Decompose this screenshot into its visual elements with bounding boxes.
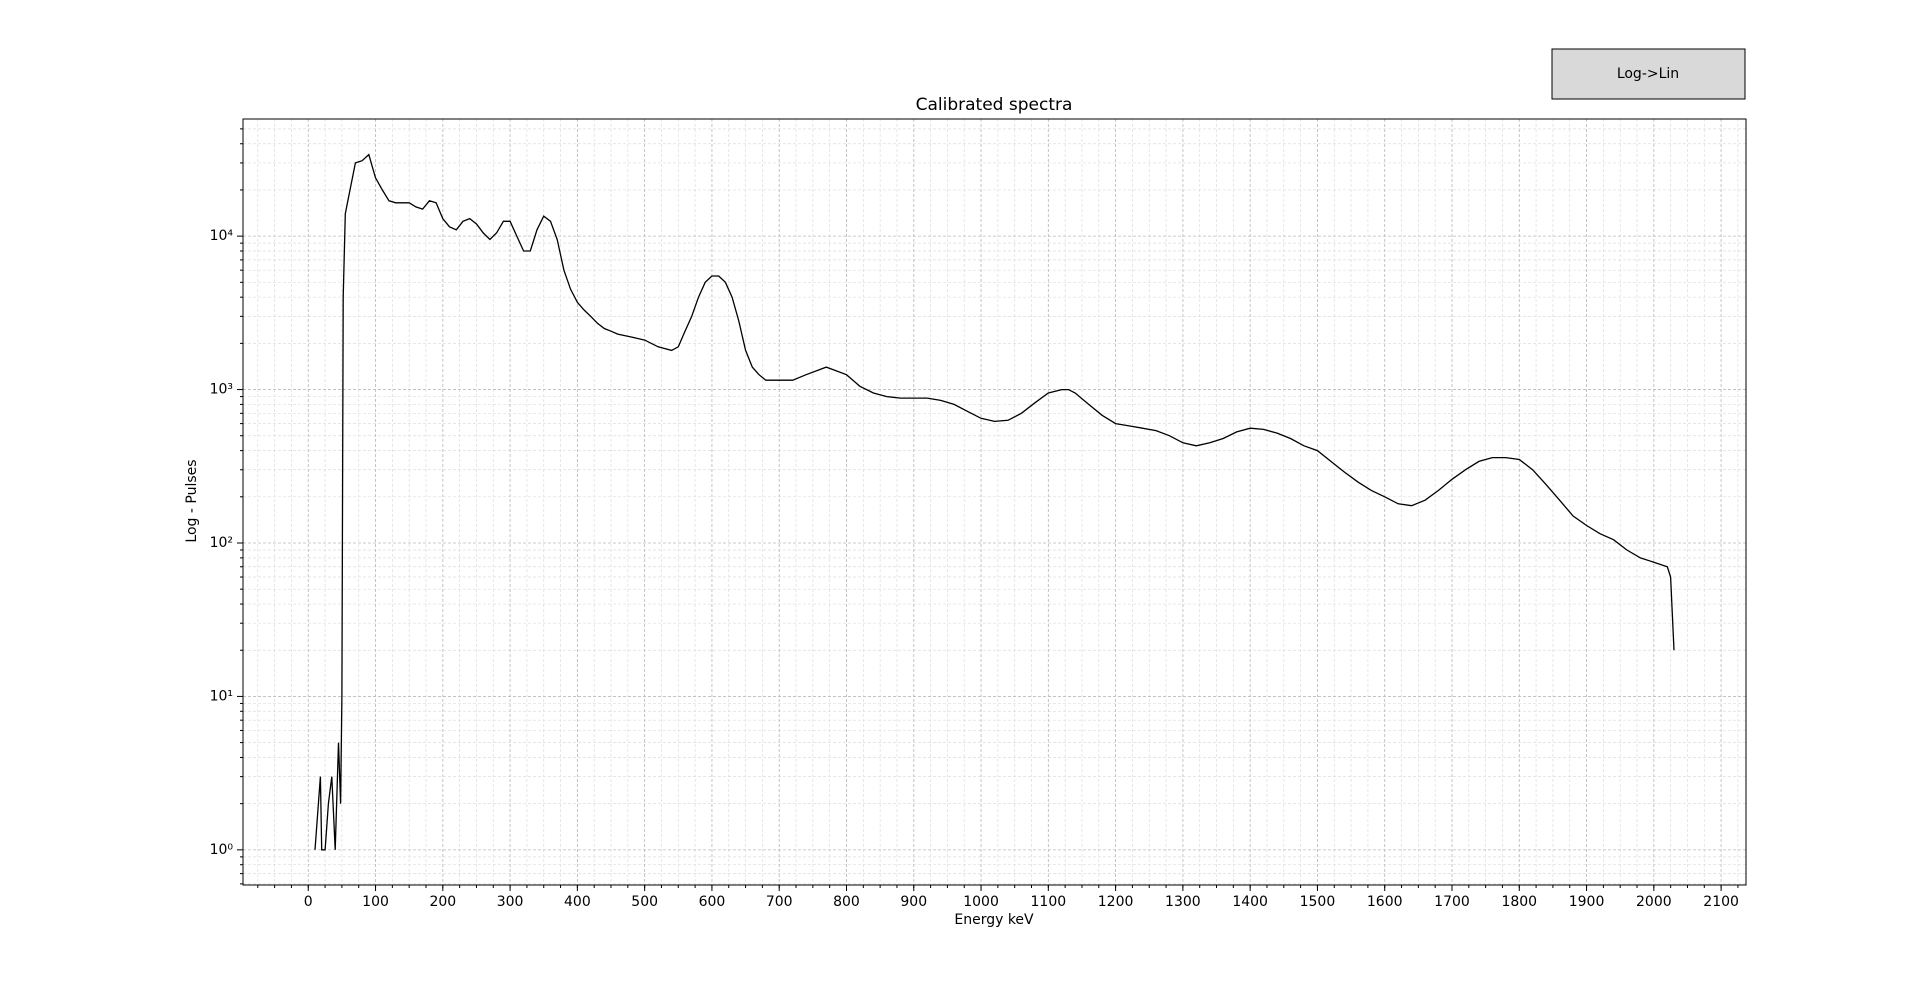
x-tick-label: 800 bbox=[833, 894, 860, 910]
x-tick-label: 1900 bbox=[1569, 894, 1605, 910]
x-tick-label: 900 bbox=[900, 894, 927, 910]
x-tick-label: 2100 bbox=[1703, 894, 1739, 910]
x-tick-label: 0 bbox=[304, 894, 313, 910]
chart-title: Calibrated spectra bbox=[916, 95, 1073, 115]
button-label[interactable]: Log->Lin bbox=[1617, 66, 1679, 82]
x-tick-label: 500 bbox=[631, 894, 658, 910]
y-tick-label: 10¹ bbox=[210, 688, 233, 704]
x-tick-label: 1600 bbox=[1367, 894, 1403, 910]
scale-toggle-button[interactable] bbox=[1551, 48, 1746, 100]
spectrum-line bbox=[314, 153, 1675, 851]
plot-frame bbox=[242, 118, 1747, 886]
x-tick-label: 700 bbox=[766, 894, 793, 910]
y-tick-label: 10⁰ bbox=[210, 842, 234, 858]
x-tick-label: 1200 bbox=[1098, 894, 1134, 910]
x-tick-label: 1100 bbox=[1031, 894, 1067, 910]
x-tick-label: 1400 bbox=[1232, 894, 1268, 910]
x-tick-label: 100 bbox=[362, 894, 389, 910]
y-tick-label: 10² bbox=[210, 535, 233, 551]
x-axis-label: Energy keV bbox=[954, 912, 1034, 928]
y-tick-label: 10³ bbox=[210, 382, 233, 398]
x-tick-label: 400 bbox=[564, 894, 591, 910]
x-tick-label: 300 bbox=[497, 894, 524, 910]
x-tick-label: 2000 bbox=[1636, 894, 1672, 910]
y-axis-label: Log - Pulses bbox=[184, 459, 200, 542]
y-tick-label: 10⁴ bbox=[210, 228, 234, 244]
x-tick-label: 200 bbox=[429, 894, 456, 910]
x-tick-label: 1000 bbox=[963, 894, 999, 910]
x-tick-label: 1300 bbox=[1165, 894, 1201, 910]
x-tick-label: 1800 bbox=[1501, 894, 1537, 910]
x-tick-label: 1700 bbox=[1434, 894, 1470, 910]
x-tick-label: 600 bbox=[699, 894, 726, 910]
x-tick-label: 1500 bbox=[1300, 894, 1336, 910]
